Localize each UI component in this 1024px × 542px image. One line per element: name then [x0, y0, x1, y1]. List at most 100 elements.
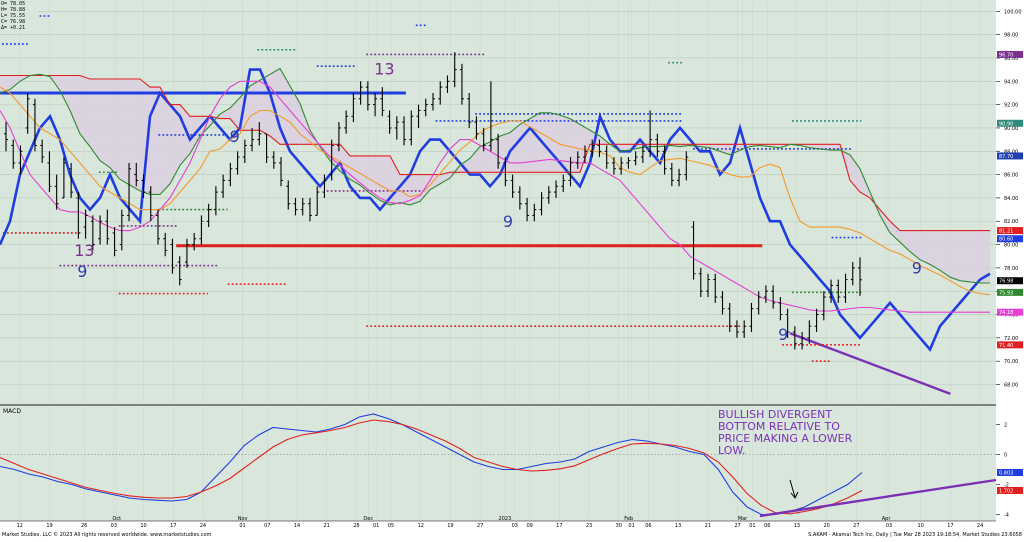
x-tick-label: 17 — [556, 523, 562, 529]
x-tick-label: 14 — [294, 523, 300, 529]
x-tick-label: 13 — [794, 523, 800, 529]
x-tick-label: Mar — [738, 516, 748, 522]
ohlc-line-open: O= 78.05 — [1, 1, 25, 7]
x-tick-label: 17 — [947, 523, 953, 529]
ohlc-line-high: H= 78.88 — [1, 7, 25, 13]
price-tag-label: 80.60 — [999, 237, 1013, 243]
x-tick-label: 01 — [749, 523, 755, 529]
price-bars-layer — [4, 52, 862, 350]
annotation-line-4: LOW. — [718, 444, 746, 457]
price-tag — [997, 227, 1023, 235]
x-tick-label: 27 — [477, 523, 483, 529]
indicator-lines-layer — [0, 67, 991, 352]
sequence-marker: 13 — [374, 59, 394, 78]
indicator-line-green_line — [0, 67, 990, 284]
price-tag-label: 75.93 — [999, 290, 1013, 296]
sequence-markers-layer: 13 9 9 13 9 9 9 — [74, 59, 922, 344]
x-tick-label: 23 — [586, 523, 592, 529]
x-tick-label: 06 — [645, 523, 651, 529]
ohlc-line-low: L= 75.55 — [1, 13, 25, 19]
macd-y-tick-label: -2 — [1004, 483, 1009, 489]
macd-price-tag — [997, 469, 1023, 476]
x-tick-label: 06 — [764, 523, 770, 529]
price-trendline — [789, 332, 951, 395]
x-tick-label: 05 — [388, 523, 394, 529]
y-tick-label: 82.00 — [1004, 219, 1018, 225]
price-panel — [0, 0, 996, 404]
x-tick-label: 10 — [140, 523, 146, 529]
ichimoku-cloud — [0, 68, 990, 283]
x-tick-label: 21 — [324, 523, 330, 529]
x-tick-label: 19 — [447, 523, 453, 529]
price-tag — [997, 235, 1023, 243]
price-tag-label: 76.98 — [999, 279, 1013, 285]
y-tick-label: 86.00 — [1004, 173, 1018, 179]
y-axis-layer: 100.00 98.00 96.00 94.00 92.00 90.00 88.00 86.0… — [996, 9, 1023, 389]
x-tick-label: 20 — [823, 523, 829, 529]
annotation-line-3: PRICE MAKING A LOWER — [718, 432, 853, 445]
sequence-marker: 9 — [230, 127, 240, 146]
x-tick-label: Oct — [112, 516, 121, 522]
macd-trendline — [759, 478, 997, 518]
sequence-marker: 9 — [912, 259, 922, 278]
macd-layer: 2 0 -2 -4 0.803 1.702 — [0, 413, 1023, 519]
x-tick-label: 03 — [111, 523, 117, 529]
price-tag-label: 74.18 — [999, 310, 1013, 316]
sequence-marker: 9 — [778, 325, 788, 344]
annotation-arrow — [789, 479, 799, 499]
annotation-line-2: BOTTOM RELATIVE TO — [718, 420, 840, 433]
annotation-line-1: BULLISH DIVERGENT — [718, 408, 832, 421]
ohlc-readout: O= 78.05 H= 78.88 L= 75.55 C= 76.98 Δ= +… — [0, 0, 38, 31]
cloud-layer — [0, 68, 990, 283]
sequence-marker: 9 — [503, 212, 513, 231]
y-tick-label: 100.00 — [1004, 9, 1022, 15]
divergence-annotation: BULLISH DIVERGENT BOTTOM RELATIVE TO PRI… — [718, 408, 853, 457]
right-axis-area — [996, 0, 1024, 521]
macd-title: MACD — [3, 408, 21, 415]
x-tick-label: 21 — [705, 523, 711, 529]
price-tag-label: 87.70 — [999, 154, 1013, 160]
x-tick-label: 10 — [918, 523, 924, 529]
ohlc-line-close: C= 76.98 — [1, 19, 25, 25]
x-tick-label: 24 — [200, 523, 206, 529]
x-tick-label: 28 — [353, 523, 359, 529]
x-tick-label: 12 — [17, 523, 23, 529]
x-tick-label: 24 — [977, 523, 983, 529]
sequence-marker: 13 — [74, 241, 94, 260]
x-tick-label: 30 — [616, 523, 622, 529]
x-tick-label: 01 — [373, 523, 379, 529]
x-tick-label: Feb — [624, 516, 633, 522]
indicator-line-red_line — [0, 74, 990, 232]
x-tick-label: Nov — [238, 516, 248, 522]
ohlc-line-change: Δ= +0.21 — [1, 25, 25, 31]
macd-line-blue_line — [0, 413, 863, 516]
y-tick-label: 96.00 — [1004, 56, 1018, 62]
macd-price-tag — [997, 487, 1023, 494]
x-tick-label: 09 — [526, 523, 532, 529]
price-tag — [997, 277, 1023, 285]
x-tick-label: Apr — [882, 516, 892, 522]
macd-y-tick-label: -4 — [1004, 513, 1009, 519]
macd-y-tick-label: 2 — [1004, 423, 1007, 429]
y-tick-label: 90.00 — [1004, 126, 1018, 132]
y-tick-label: 84.00 — [1004, 196, 1018, 202]
macd-price-tag-label: 0.803 — [999, 471, 1013, 477]
price-tag — [997, 152, 1023, 160]
y-tick-label: 78.00 — [1004, 266, 1018, 272]
price-tag — [997, 308, 1023, 316]
macd-y-tick-label: 0 — [1004, 453, 1007, 459]
x-tick-label: 03 — [886, 523, 892, 529]
price-tag — [997, 341, 1023, 349]
price-tag-label: 90.90 — [999, 121, 1013, 127]
y-tick-label: 98.00 — [1004, 33, 1018, 39]
indicator-line-orange_line — [0, 86, 991, 296]
y-tick-label: 94.00 — [1004, 79, 1018, 85]
y-tick-label: 80.00 — [1004, 243, 1018, 249]
macd-price-tag-label: 1.702 — [999, 489, 1013, 495]
indicator-line-blue_line — [0, 68, 991, 352]
y-tick-label: 68.00 — [1004, 383, 1018, 389]
y-tick-label: 92.00 — [1004, 103, 1018, 109]
price-tag-label: 96.70 — [999, 52, 1013, 58]
